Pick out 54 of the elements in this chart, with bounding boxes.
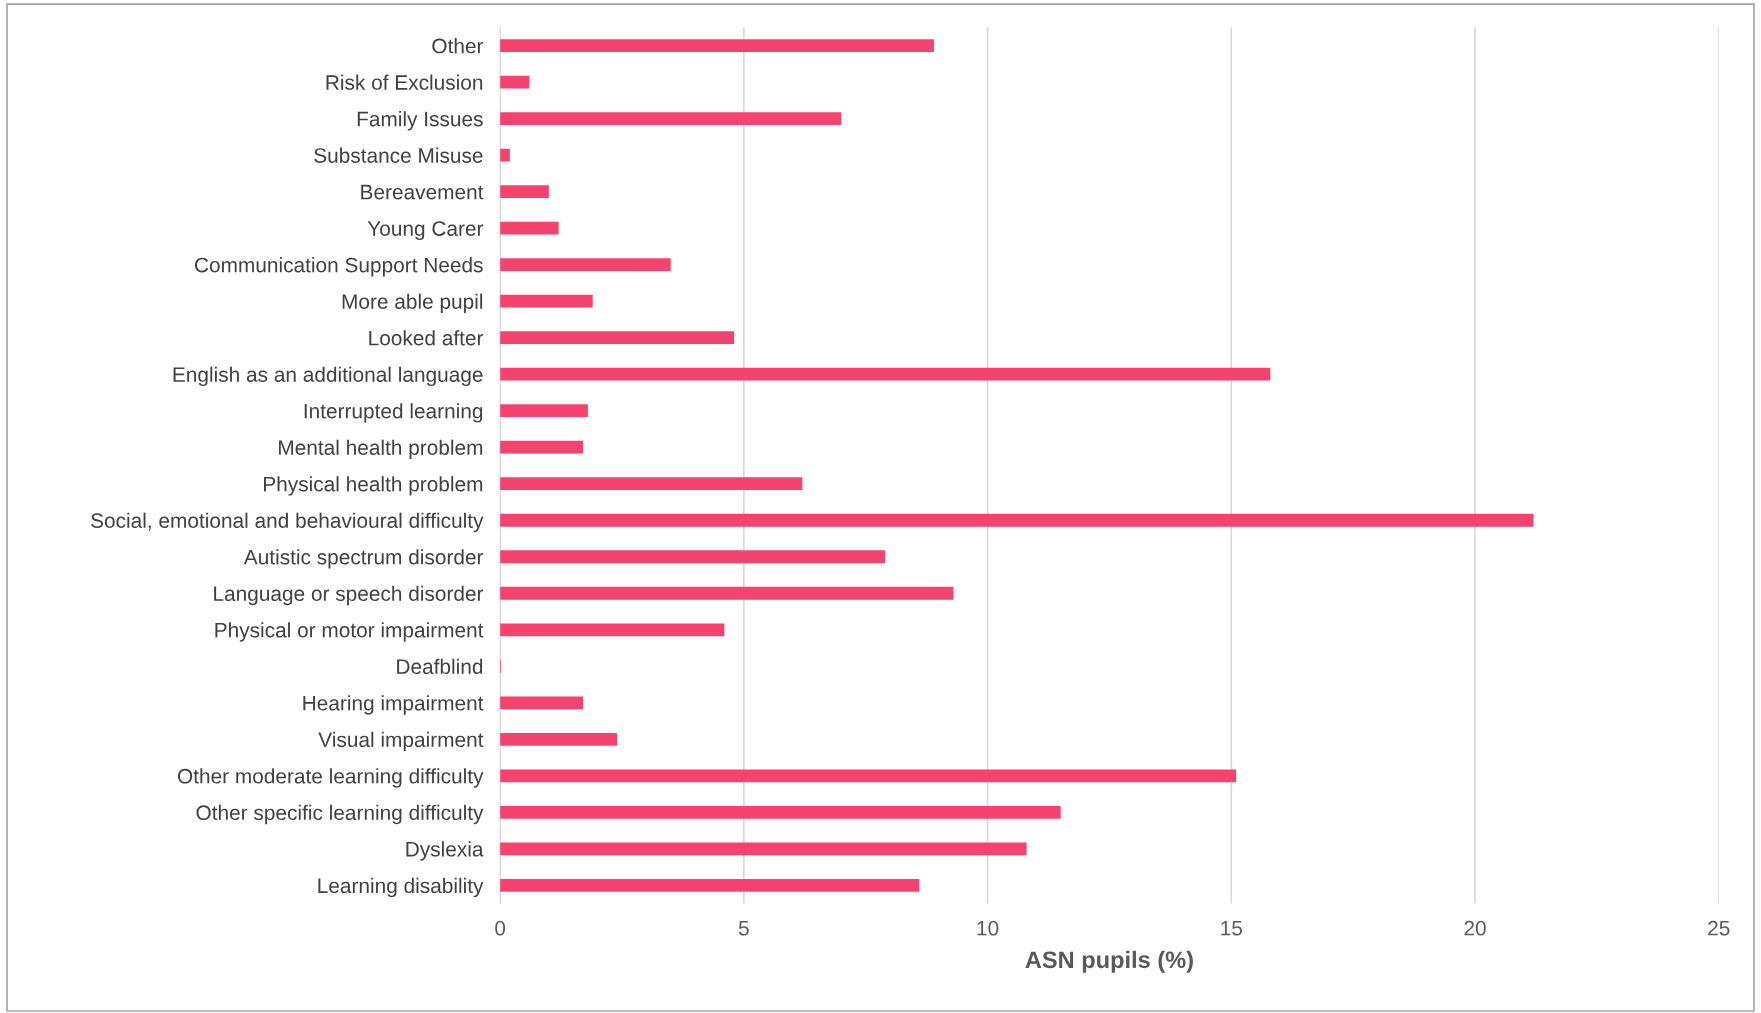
bar — [500, 623, 725, 637]
bar — [500, 513, 1534, 527]
bar — [500, 440, 583, 454]
y-tick-label: Risk of Exclusion — [326, 74, 483, 90]
y-tick-label: Bereavement — [361, 184, 484, 200]
bar — [500, 842, 1027, 856]
y-tick-label: Other specific learning difficulty — [196, 804, 484, 825]
y-tick-label: Visual impairment — [318, 731, 484, 752]
x-tick-label: 10 — [977, 920, 999, 936]
bar — [500, 586, 954, 600]
bar — [500, 732, 618, 746]
y-tick-label: Learning disability — [318, 877, 484, 898]
y-tick-label: Communication Support Needs — [195, 257, 483, 277]
y-tick-label: Social, emotional and behavioural difficulty — [91, 512, 484, 533]
y-tick-label: Autistic spectrum disorder — [243, 549, 484, 569]
bar — [500, 878, 920, 892]
bar — [500, 769, 1237, 783]
y-tick-label: Family Issues — [357, 111, 483, 131]
bar — [500, 221, 559, 235]
bar — [500, 550, 886, 564]
y-tick-label: Physical or motor impairment — [215, 622, 484, 642]
bar — [500, 258, 671, 272]
x-tick-label: 0 — [495, 920, 506, 936]
y-tick-label: English as an additional language — [173, 366, 483, 387]
y-tick-label: Other moderate learning difficulty — [177, 768, 484, 788]
bar — [500, 331, 735, 345]
x-tick-label: 25 — [1708, 920, 1730, 936]
bar — [500, 39, 934, 52]
y-tick-label: Young Carer — [367, 221, 484, 241]
y-tick-label: Interrupted learning — [304, 403, 483, 423]
bar — [500, 696, 583, 710]
y-tick-label: Deafblind — [397, 658, 483, 675]
bar — [500, 477, 803, 491]
y-tick-label: Substance Misuse — [314, 147, 483, 163]
x-tick-label: 15 — [1221, 921, 1243, 936]
bar — [500, 367, 1271, 381]
bar — [500, 294, 593, 308]
x-tick-label: 20 — [1464, 920, 1486, 936]
y-tick-label: Language or speech disorder — [214, 585, 484, 606]
bar — [500, 75, 530, 89]
x-axis-title: ASN pupils (%) — [1025, 950, 1193, 973]
bar — [500, 148, 510, 162]
bar — [500, 805, 1061, 819]
y-tick-label: More able pupil — [342, 293, 483, 314]
y-tick-label: Hearing impairment — [303, 695, 484, 715]
bar — [500, 185, 549, 199]
y-tick-label: Other — [432, 38, 484, 54]
y-tick-label: Dyslexia — [406, 841, 484, 861]
y-tick-label: Looked after — [369, 330, 484, 346]
y-tick-label: Physical health problem — [264, 476, 483, 496]
x-tick-label: 5 — [738, 921, 749, 936]
bar — [500, 112, 842, 126]
bar — [500, 404, 588, 418]
y-tick-label: Mental health problem — [279, 439, 483, 460]
